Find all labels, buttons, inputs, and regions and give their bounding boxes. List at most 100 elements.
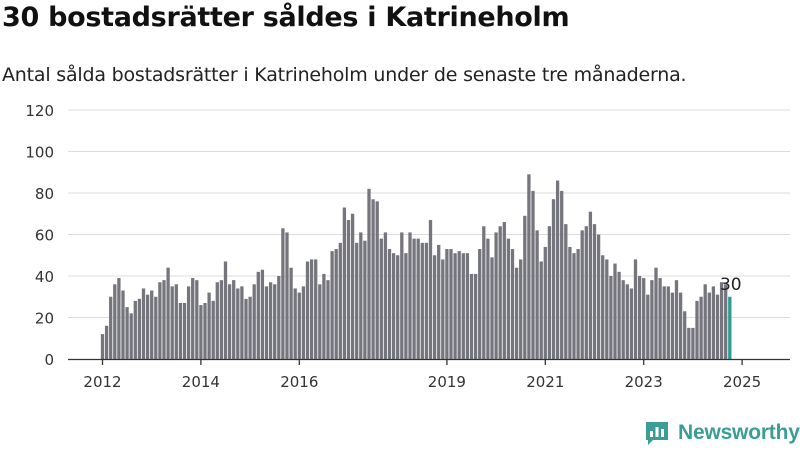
bar	[543, 246, 547, 359]
bar	[724, 284, 728, 359]
bar	[338, 242, 342, 359]
x-tick-label: 2025	[723, 373, 761, 391]
bar	[109, 296, 113, 359]
bar	[371, 199, 375, 359]
x-tick-label: 2021	[526, 373, 564, 391]
bar	[527, 174, 531, 359]
bar	[584, 226, 588, 359]
bar	[555, 180, 560, 359]
bar	[367, 188, 371, 359]
bar	[539, 261, 543, 359]
bar	[695, 300, 699, 359]
bar	[100, 334, 105, 359]
bar	[482, 226, 486, 359]
bar	[441, 259, 445, 359]
y-axis-tick-labels: 0 20 40 60 80 100 120	[25, 102, 54, 369]
bar	[625, 284, 629, 359]
x-axis: 2012 2014 2016 2019 2021 2023 2025	[68, 358, 790, 391]
bar	[510, 249, 515, 359]
bar	[445, 249, 449, 359]
x-tick-label: 2016	[280, 373, 318, 391]
bar	[408, 232, 412, 359]
bar	[285, 232, 289, 359]
bar	[277, 276, 281, 359]
bar	[145, 294, 150, 359]
y-tick-label: 100	[25, 144, 54, 162]
newsworthy-chart-bubble-icon	[646, 422, 668, 445]
bar	[170, 286, 174, 359]
bar	[424, 242, 429, 359]
bar	[715, 294, 720, 359]
bar	[309, 259, 314, 359]
bar	[301, 286, 306, 359]
bar	[293, 288, 297, 359]
y-tick-label: 40	[35, 268, 54, 286]
bar	[346, 219, 351, 359]
bar	[232, 280, 236, 359]
y-tick-label: 20	[35, 310, 54, 328]
bar	[650, 280, 654, 359]
bar-latest	[728, 296, 732, 359]
bar	[256, 271, 260, 359]
newsworthy-logo: Newsworthy	[644, 420, 800, 446]
brand-name: Newsworthy	[678, 421, 800, 444]
bar	[182, 302, 187, 359]
bar	[637, 276, 642, 359]
bar	[260, 269, 265, 359]
bar	[150, 290, 154, 359]
bar	[461, 253, 465, 359]
bar	[629, 288, 634, 359]
bar	[560, 190, 564, 359]
bar	[396, 255, 400, 359]
x-tick-label: 2012	[83, 373, 121, 391]
bar	[473, 273, 478, 359]
bar	[654, 267, 658, 359]
bar	[576, 249, 580, 359]
bar	[514, 267, 519, 359]
bar	[617, 271, 621, 359]
bar	[633, 259, 638, 359]
bar	[330, 251, 334, 359]
bar	[314, 259, 318, 359]
bar	[363, 240, 367, 359]
bar	[121, 290, 125, 359]
bar	[711, 286, 716, 359]
bar	[699, 296, 703, 359]
chart-subtitle: Antal sålda bostadsrätter i Katrineholm …	[2, 64, 687, 86]
bar	[387, 249, 392, 359]
bar	[334, 249, 338, 359]
bar	[375, 201, 379, 359]
bar	[678, 292, 683, 359]
bar	[551, 199, 556, 359]
bar	[416, 238, 420, 359]
bar	[531, 190, 535, 359]
y-tick-label: 120	[25, 102, 54, 120]
bar	[547, 226, 552, 359]
bar	[281, 228, 285, 359]
bar	[687, 327, 691, 359]
bar	[186, 286, 191, 359]
bar	[289, 267, 293, 359]
bar	[162, 280, 166, 359]
bar	[707, 292, 711, 359]
bar	[449, 249, 453, 359]
bar	[486, 238, 490, 359]
bar	[350, 213, 355, 359]
bar	[203, 302, 207, 359]
bar	[494, 232, 498, 359]
bar	[219, 280, 224, 359]
bar	[268, 282, 273, 359]
bar	[141, 288, 146, 359]
bar	[596, 234, 601, 359]
bar	[564, 224, 568, 359]
bar	[158, 282, 162, 359]
y-tick-label: 0	[44, 351, 54, 369]
bar	[359, 232, 363, 359]
bar	[383, 232, 388, 359]
bar	[379, 238, 383, 359]
bar	[490, 257, 494, 359]
bar	[519, 259, 523, 359]
bar	[166, 267, 170, 359]
bar	[666, 286, 670, 359]
bar	[478, 249, 482, 359]
